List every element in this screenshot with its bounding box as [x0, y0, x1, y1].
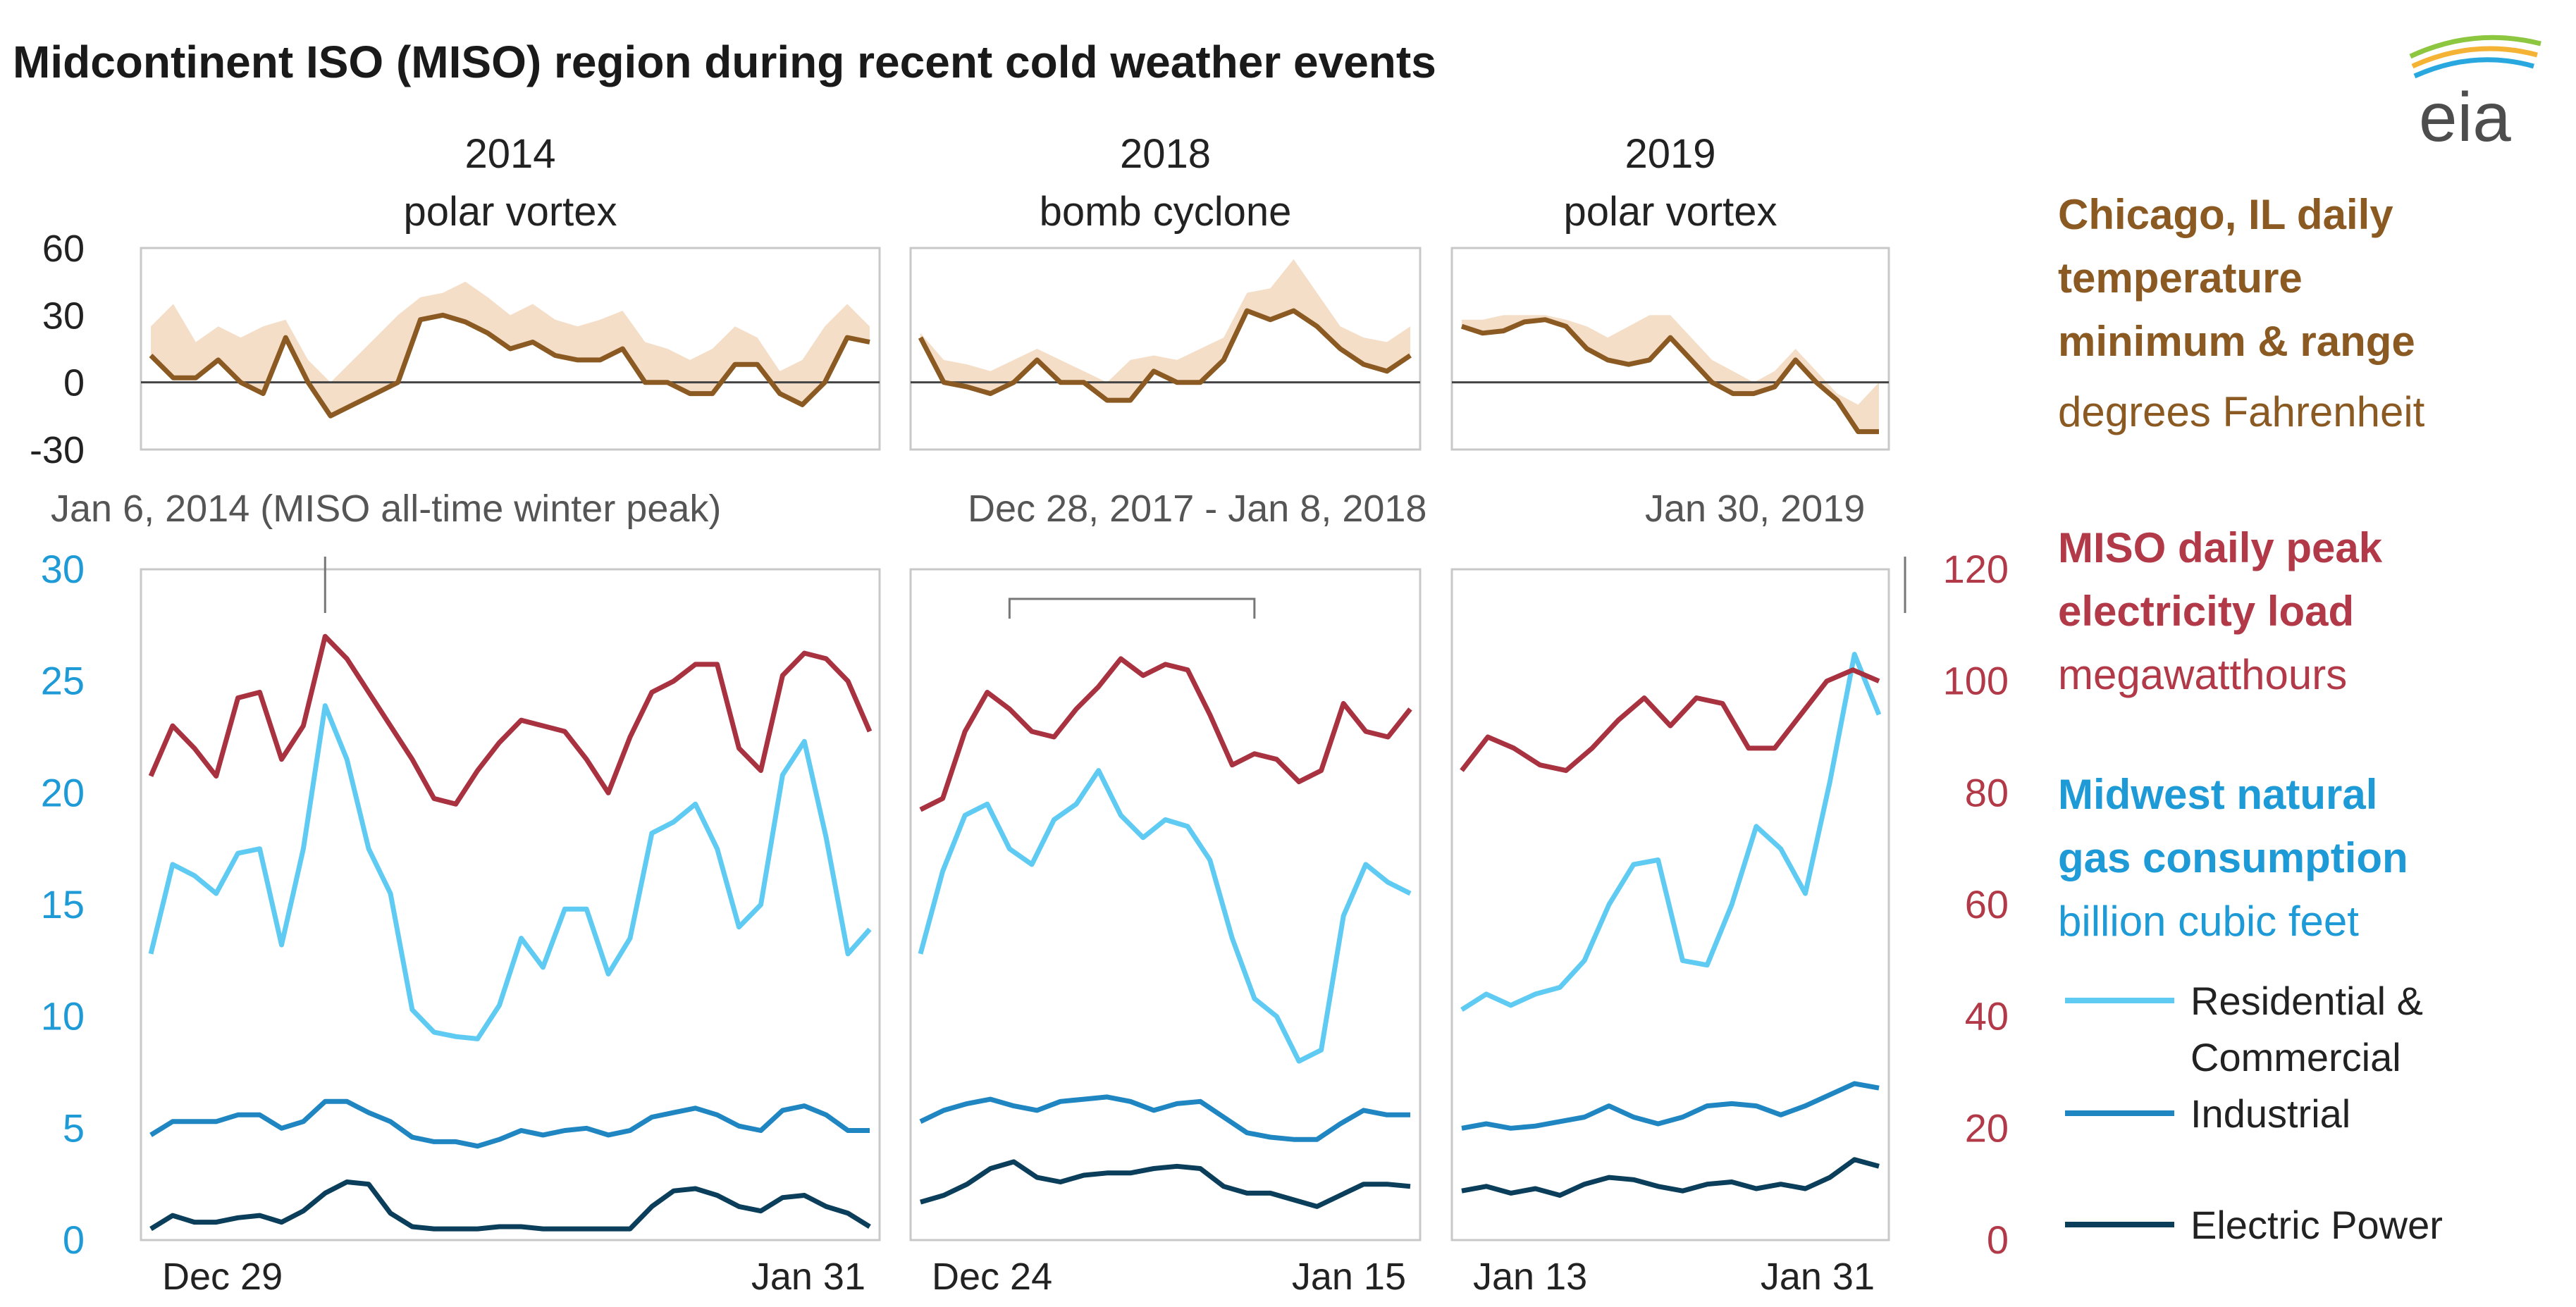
gas-axis-tick: 5: [63, 1105, 85, 1150]
temperature-panel-frame: [909, 247, 1422, 451]
load-axis-tick: 80: [1965, 770, 2009, 814]
legend-temperature-title: minimum & range: [2058, 318, 2415, 365]
gas-axis-tick: 10: [41, 994, 85, 1039]
electric-power-line: [149, 1179, 871, 1232]
temperature-panel-frame: [140, 247, 881, 451]
load-axis-tick: 0: [1987, 1218, 2009, 1262]
legend-load-unit: megawatthours: [2058, 651, 2347, 698]
legend-temperature-title: temperature: [2058, 254, 2303, 302]
chart-legend: Chicago, IL daily temperature minimum & ra…: [2058, 191, 2443, 1247]
gas-axis-tick: 20: [41, 770, 85, 814]
legend-load-title: MISO daily peak: [2058, 524, 2383, 571]
chart-panels: 2014 polar vortex Jan 6, 2014 (MISO all-ti…: [51, 131, 1906, 1298]
load-axis-tick: 120: [1943, 547, 2009, 591]
x-axis-end-label: Jan 15: [1292, 1256, 1406, 1298]
peak-load-line: [148, 633, 873, 807]
gas-axis-tick: 0: [63, 1218, 85, 1262]
gas-axis-tick: 25: [41, 659, 85, 703]
panel-2014: 2014 polar vortex Jan 6, 2014 (MISO all-ti…: [51, 131, 881, 1298]
event-period-bracket: [1008, 597, 1256, 619]
electric-power-line: [920, 1159, 1411, 1209]
legend-residential-label: Commercial: [2190, 1035, 2401, 1079]
eia-logo: eia: [2409, 35, 2541, 156]
legend-residential-label: Residential &: [2190, 979, 2423, 1023]
eia-logo-arc-3: [2413, 57, 2534, 79]
panel-date-annotation: Dec 28, 2017 - Jan 8, 2018: [968, 488, 1426, 530]
legend-gas-title: Midwest natural: [2058, 771, 2377, 818]
panel-event-label: polar vortex: [403, 189, 617, 235]
load-axis-tick: 100: [1943, 659, 2009, 703]
temperature-axis-tick: 30: [42, 295, 85, 337]
legend-gas-unit: billion cubic feet: [2058, 898, 2359, 945]
consumption-panel-frame: [1450, 568, 1890, 1241]
industrial-line: [919, 1094, 1410, 1142]
legend-load-title: electricity load: [2058, 588, 2354, 635]
eia-logo-arc-1: [2409, 35, 2541, 59]
eia-logo-arc-2: [2411, 46, 2538, 69]
gas-axis-tick: 15: [41, 882, 85, 927]
legend-temperature-title: Chicago, IL daily: [2058, 191, 2393, 238]
panel-event-label: bomb cyclone: [1040, 189, 1292, 235]
panel-event-label: polar vortex: [1563, 189, 1777, 235]
temperature-range-area: [1462, 315, 1879, 432]
temperature-axis-tick: 0: [63, 362, 85, 404]
x-axis-start-label: Dec 24: [932, 1256, 1052, 1298]
residential-commercial-line: [1460, 652, 1882, 1012]
temperature-minimum-line: [149, 312, 870, 419]
temperature-minimum-line: [918, 308, 1412, 403]
panel-year-label: 2018: [1120, 131, 1211, 177]
panel-date-annotation: Jan 6, 2014 (MISO all-time winter peak): [51, 488, 721, 530]
gas-axis-tick: 30: [41, 547, 85, 591]
panel-2019: 2019 polar vortex Jan 30, 2019 Jan 13 Jan 31: [1450, 131, 1906, 1298]
residential-commercial-line: [148, 703, 872, 1041]
peak-load-line: [919, 656, 1412, 812]
electric-power-line: [1461, 1157, 1880, 1198]
eia-logo-text: eia: [2419, 78, 2511, 156]
legend-industrial-label: Industrial: [2190, 1091, 2350, 1136]
chart-title: Midcontinent ISO (MISO) region during re…: [13, 37, 1436, 87]
panel-date-annotation: Jan 30, 2019: [1645, 488, 1865, 530]
consumption-panel-frame: [140, 568, 881, 1241]
legend-temperature-unit: degrees Fahrenheit: [2058, 388, 2425, 435]
legend-gas-title: gas consumption: [2058, 834, 2408, 881]
temperature-axis-tick: 60: [42, 228, 85, 270]
industrial-line: [149, 1098, 870, 1149]
load-axis-tick: 40: [1965, 994, 2009, 1039]
panel-2018: 2018 bomb cyclone Dec 28, 2017 - Jan 8, 20…: [909, 131, 1426, 1298]
temperature-panel-frame: [1450, 247, 1890, 451]
residential-commercial-line: [918, 768, 1412, 1064]
x-axis-end-label: Jan 31: [1761, 1256, 1875, 1298]
peak-load-line: [1460, 667, 1880, 774]
x-axis-start-label: Dec 29: [162, 1256, 283, 1298]
load-axis-tick: 60: [1965, 882, 2009, 927]
legend-electric-label: Electric Power: [2190, 1203, 2443, 1247]
load-axis-tick: 20: [1965, 1105, 2009, 1150]
temperature-minimum-line: [1460, 317, 1879, 435]
panel-year-label: 2014: [464, 131, 555, 177]
x-axis-start-label: Jan 13: [1473, 1256, 1587, 1298]
panel-year-label: 2019: [1625, 131, 1715, 177]
chart-axes: 60 30 0 -30 30 25 20 15 10 5 0 120 100 80 60 40 20 0: [30, 228, 2009, 1262]
industrial-line: [1461, 1081, 1880, 1131]
x-axis-end-label: Jan 31: [751, 1256, 865, 1298]
consumption-panel-frame: [909, 568, 1422, 1241]
temperature-axis-tick: -30: [30, 429, 85, 471]
